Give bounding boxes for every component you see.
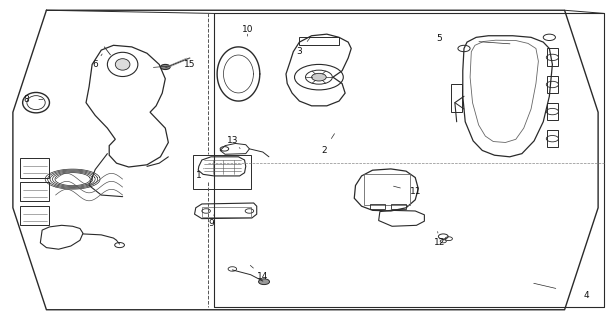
Bar — [370, 204, 385, 209]
Bar — [391, 204, 406, 209]
Text: 11: 11 — [409, 188, 421, 196]
Text: 9: 9 — [208, 219, 214, 228]
Text: 3: 3 — [296, 47, 302, 56]
Circle shape — [258, 279, 269, 284]
Ellipse shape — [115, 59, 130, 70]
Bar — [20, 182, 49, 201]
Text: 5: 5 — [437, 35, 442, 44]
Bar — [202, 207, 251, 217]
Bar — [20, 206, 49, 225]
Text: 12: 12 — [434, 238, 445, 247]
Bar — [20, 158, 49, 178]
Circle shape — [161, 64, 170, 69]
Circle shape — [312, 73, 326, 81]
Text: 10: 10 — [242, 25, 254, 34]
Bar — [547, 130, 558, 147]
Bar — [299, 37, 339, 45]
Bar — [192, 155, 251, 189]
Text: 13: 13 — [227, 136, 238, 145]
Bar — [450, 84, 461, 112]
Text: 6: 6 — [92, 60, 98, 69]
Text: 14: 14 — [257, 272, 268, 281]
Bar — [364, 174, 411, 205]
Text: 2: 2 — [321, 146, 327, 155]
Bar — [547, 76, 558, 93]
Bar — [547, 103, 558, 120]
Text: 4: 4 — [583, 291, 589, 300]
Text: 15: 15 — [184, 60, 196, 69]
Text: 8: 8 — [23, 95, 29, 104]
Text: 1: 1 — [196, 172, 202, 180]
Bar — [547, 49, 558, 66]
